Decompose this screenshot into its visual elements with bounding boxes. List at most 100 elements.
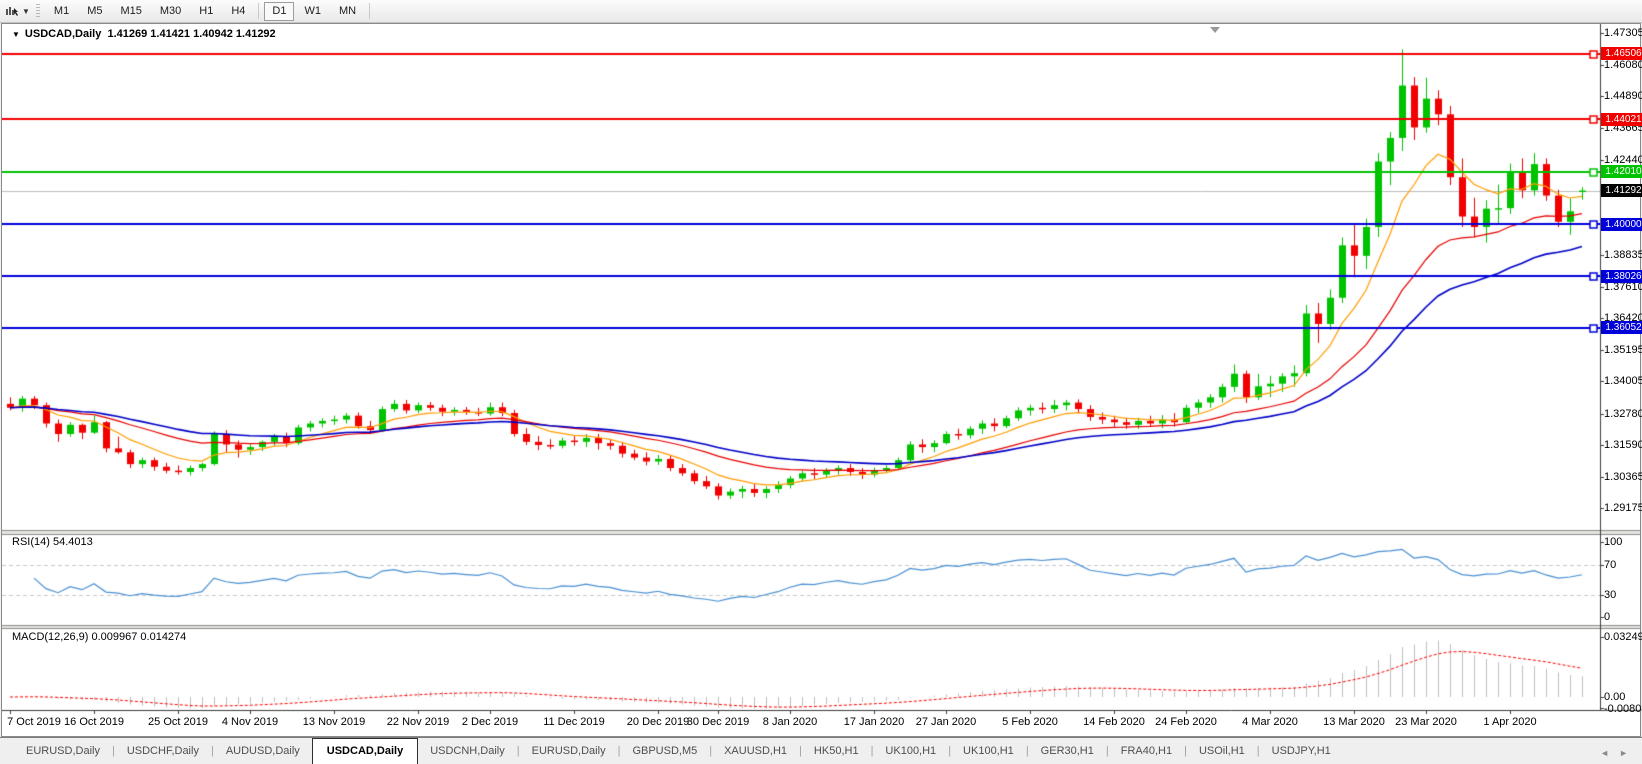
chart-shift-marker[interactable] — [1210, 27, 1220, 33]
date-axis-label: 27 Jan 2020 — [915, 716, 977, 728]
price-level-badge: 1.38026 — [1601, 269, 1642, 283]
rsi-axis-tick: 70 — [1604, 558, 1617, 571]
macd-axis-tick: -0.008086 — [1604, 703, 1642, 715]
date-axis-label: 23 Mar 2020 — [1395, 716, 1457, 728]
timeframe-button-w1[interactable]: W1 — [304, 4, 321, 17]
date-axis-label: 8 Jan 2020 — [762, 716, 818, 728]
toolbar-separator — [369, 3, 371, 19]
price-axis-tick: 1.34005 — [1604, 375, 1642, 388]
date-axis-label: 11 Dec 2019 — [543, 716, 605, 728]
chart-tab-usdcad-daily[interactable]: USDCAD,Daily — [311, 738, 419, 764]
chart-symbol-label: USDCAD,Daily — [24, 28, 102, 40]
macd-axis-tick: 0.032493 — [1604, 630, 1642, 643]
date-axis-label: 20 Dec 2019 — [626, 716, 690, 728]
current-price-badge: 1.41292 — [1601, 184, 1642, 198]
chart-tab-audusd-daily[interactable]: AUDUSD,Daily — [225, 745, 300, 757]
tab-separator: | — [948, 744, 952, 757]
rsi-indicator-label: RSI(14) 54.4013 — [12, 536, 93, 548]
chart-tab-ger30-h1[interactable]: GER30,H1 — [1040, 745, 1094, 757]
chart-tab-gbpusd-m5[interactable]: GBPUSD,M5 — [632, 745, 698, 757]
tab-separator: | — [210, 744, 214, 757]
chart-tab-usdjpy-h1[interactable]: USDJPY,H1 — [1271, 745, 1331, 757]
price-axis-tick: 1.30365 — [1604, 470, 1642, 483]
timeframe-button-h1[interactable]: H1 — [199, 4, 214, 17]
rsi-axis-tick: 0 — [1604, 611, 1611, 623]
chart-tab-xauusd-h1[interactable]: XAUUSD,H1 — [724, 745, 788, 757]
price-axis-tick: 1.42440 — [1604, 154, 1642, 167]
price-axis-tick: 1.37610 — [1604, 281, 1642, 293]
macd-indicator-label: MACD(12,26,9) 0.009967 0.014274 — [12, 631, 187, 643]
chart-tool-icon[interactable] — [3, 3, 21, 19]
timeframe-button-m15[interactable]: M15 — [120, 4, 142, 17]
price-axis-tick: 1.47305 — [1604, 27, 1642, 39]
date-axis-label: 7 Oct 2019 — [7, 716, 61, 728]
timeframe-button-h4[interactable]: H4 — [231, 4, 246, 17]
rsi-axis-tick: 100 — [1604, 536, 1623, 548]
tab-separator: | — [1184, 744, 1187, 757]
date-axis-label: 22 Nov 2019 — [386, 716, 450, 728]
price-axis-tick: 1.31590 — [1604, 438, 1642, 451]
timeframe-button-m5[interactable]: M5 — [87, 4, 103, 17]
chart-tab-uk100-h1[interactable]: UK100,H1 — [963, 745, 1014, 757]
price-axis-tick: 1.46080 — [1604, 59, 1642, 72]
chart-tab-usdcnh-daily[interactable]: USDCNH,Daily — [430, 745, 505, 757]
chart-dropdown-arrow-icon[interactable]: ▼ — [12, 30, 20, 39]
date-axis-label: 4 Mar 2020 — [1242, 716, 1298, 728]
date-axis-label: 24 Feb 2020 — [1155, 716, 1217, 728]
toolbar-separator — [258, 3, 260, 19]
tab-separator: | — [111, 744, 115, 757]
date-axis-label: 4 Nov 2019 — [221, 716, 279, 728]
price-level-badge: 1.44021 — [1601, 112, 1642, 126]
date-axis-label: 1 Apr 2020 — [1483, 716, 1537, 728]
tool-dropdown-arrow-icon[interactable]: ▼ — [22, 6, 30, 16]
date-axis-label: 13 Nov 2019 — [302, 716, 366, 728]
chart-window — [1, 23, 1641, 737]
chart-tab-fra40-h1[interactable]: FRA40,H1 — [1120, 745, 1173, 757]
chart-title: ▼ USDCAD,Daily 1.41269 1.41421 1.40942 1.… — [12, 28, 276, 40]
tab-separator: | — [516, 744, 520, 757]
price-axis-tick: 1.35195 — [1604, 344, 1642, 357]
tab-separator: | — [1025, 744, 1029, 757]
timeframe-button-mn[interactable]: MN — [338, 4, 357, 17]
price-axis-tick: 1.44890 — [1604, 90, 1642, 103]
chart-tab-usdchf-daily[interactable]: USDCHF,Daily — [126, 745, 199, 757]
date-axis-label: 30 Dec 2019 — [686, 716, 750, 728]
timeframe-button-d1[interactable]: D1 — [264, 1, 295, 21]
price-axis-tick: 1.32780 — [1604, 407, 1642, 420]
tab-separator: | — [709, 744, 713, 757]
tab-separator: | — [617, 744, 621, 757]
toolbar: ▼ M1 M5 M15 M30 H1 H4 D1 W1 MN — [0, 0, 1642, 23]
tab-separator: | — [1256, 744, 1260, 757]
chart-tab-hk50-h1[interactable]: HK50,H1 — [813, 745, 859, 757]
date-axis-label: 25 Oct 2019 — [148, 716, 208, 728]
macd-axis-tick: 0.00 — [1604, 691, 1626, 703]
price-level-badge: 1.36052 — [1601, 321, 1642, 335]
chart-tab-bar: EURUSD,Daily | USDCHF,Daily | AUDUSD,Daily US… — [0, 737, 1642, 764]
date-axis-label: 16 Oct 2019 — [64, 716, 124, 728]
chart-tab-eurusd-daily[interactable]: EURUSD,Daily — [26, 745, 100, 757]
price-level-badge: 1.40000 — [1601, 217, 1642, 231]
price-level-badge: 1.46506 — [1601, 47, 1642, 61]
chart-tab-uk100-h1[interactable]: UK100,H1 — [885, 745, 937, 757]
price-axis-tick: 1.38835 — [1604, 248, 1642, 261]
tab-separator: | — [799, 744, 802, 757]
chart-tab-eurusd-daily[interactable]: EURUSD,Daily — [531, 745, 606, 757]
price-axis-tick: 1.36420 — [1604, 312, 1642, 325]
chart-tab-usoil-h1[interactable]: USOil,H1 — [1198, 745, 1245, 757]
toolbar-grip[interactable] — [35, 3, 40, 19]
date-axis-label: 14 Feb 2020 — [1083, 716, 1145, 728]
tabbar-scroll-right-icon[interactable]: ► — [1619, 748, 1628, 758]
date-axis-label: 5 Feb 2020 — [1002, 716, 1058, 728]
price-axis-tick: 1.29175 — [1604, 502, 1642, 514]
chart-canvas[interactable] — [2, 24, 1640, 736]
timeframe-button-m30[interactable]: M30 — [159, 4, 182, 17]
price-level-badge: 1.42010 — [1601, 165, 1642, 179]
date-axis-label: 13 Mar 2020 — [1323, 716, 1385, 728]
tab-separator: | — [1105, 744, 1109, 757]
tabbar-scroll-left-icon[interactable]: ◄ — [1600, 748, 1610, 758]
date-axis-label: 2 Dec 2019 — [461, 716, 519, 728]
timeframe-button-m1[interactable]: M1 — [53, 4, 70, 17]
rsi-axis-tick: 30 — [1604, 588, 1617, 601]
chart-ohlc-values: 1.41269 1.41421 1.40942 1.41292 — [107, 28, 276, 40]
